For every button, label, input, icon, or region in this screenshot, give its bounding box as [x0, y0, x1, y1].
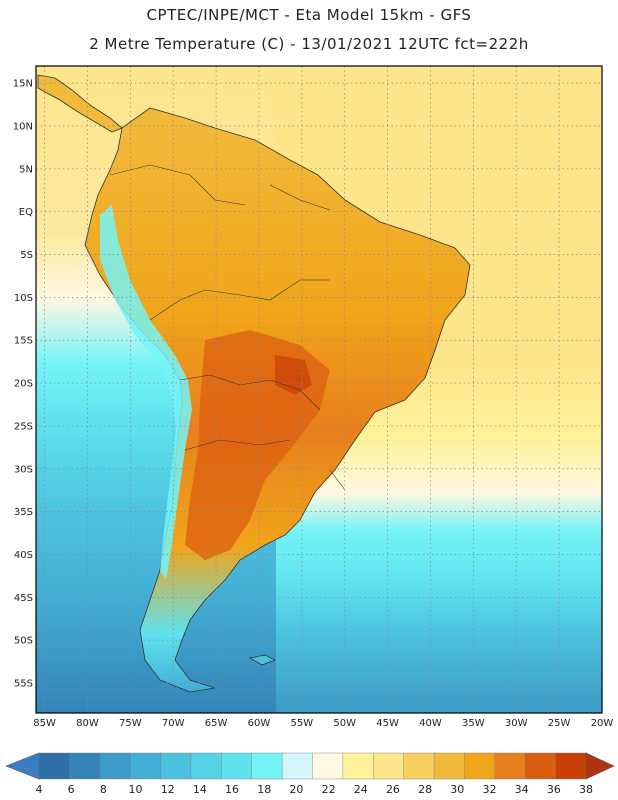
colorbar-label: 20 — [289, 783, 303, 796]
lat-label: 35S — [14, 507, 33, 518]
colorbar-segment — [342, 752, 374, 780]
lon-label: 75W — [119, 718, 142, 729]
lat-label: 20S — [14, 379, 33, 390]
colorbar-segment — [99, 752, 131, 780]
central-america — [37, 74, 123, 133]
lat-label: 30S — [14, 464, 33, 475]
colorbar-label: 22 — [322, 783, 336, 796]
colorbar-segment — [281, 752, 314, 780]
lon-label: 55W — [291, 718, 314, 729]
colorbar-label: 30 — [450, 783, 464, 796]
colorbar-segment — [251, 752, 283, 780]
colorbar-segment — [129, 752, 162, 780]
temperature-colorbar: 4 6 8 10 12 14 16 18 20 22 24 26 28 30 32 34 36 38 — [5, 752, 615, 796]
lat-label: 55S — [14, 679, 33, 690]
lat-label: 40S — [14, 550, 33, 561]
lat-label: 10N — [13, 121, 33, 132]
colorbar-under-arrow — [5, 752, 40, 780]
colorbar-segment — [403, 752, 435, 780]
map-title-line1: CPTEC/INPE/MCT - Eta Model 15km - GFS — [146, 6, 472, 24]
latitude-labels: 15N 10N 5N EQ 5S 10S 15S 20S 25S 30S 35S 40S 45S 50S 5… — [13, 79, 33, 690]
longitude-labels: 85W 80W 75W 70W 65W 60W 55W 50W 45W 40W 35W 30W 25W 2… — [33, 718, 613, 729]
lon-label: 65W — [205, 718, 228, 729]
colorbar-label: 26 — [386, 783, 400, 796]
lat-label: 25S — [14, 421, 33, 432]
colorbar-label: 36 — [547, 783, 561, 796]
andes-cold — [100, 205, 192, 580]
colorbar-segment — [494, 752, 526, 780]
lat-label: 15N — [13, 79, 33, 90]
falkland-islands — [248, 654, 276, 666]
colorbar-label: 38 — [579, 783, 593, 796]
lat-label: 10S — [14, 293, 33, 304]
lat-label: 5N — [19, 164, 33, 175]
colorbar-label: 28 — [418, 783, 432, 796]
colorbar-segment — [312, 752, 344, 780]
lon-label: 45W — [376, 718, 399, 729]
map-frame — [35, 65, 603, 714]
colorbar-segment — [69, 752, 101, 780]
colorbar-segment — [373, 752, 405, 780]
colorbar-over-arrow — [585, 752, 615, 780]
colorbar-segment — [38, 752, 71, 780]
lat-label: 45S — [14, 593, 33, 604]
lon-label: 40W — [419, 718, 442, 729]
country-borders — [109, 164, 346, 491]
lon-label: 80W — [76, 718, 99, 729]
colorbar-segment — [221, 752, 253, 780]
lon-label: 35W — [462, 718, 485, 729]
colorbar-label: 24 — [354, 783, 368, 796]
colorbar-label: 16 — [225, 783, 239, 796]
colorbar-label: 32 — [482, 783, 496, 796]
lon-label: 60W — [248, 718, 271, 729]
colorbar-label: 14 — [193, 783, 207, 796]
lon-label: 20W — [591, 718, 614, 729]
map-plot-area — [35, 65, 603, 714]
colorbar-label: 12 — [161, 783, 175, 796]
colorbar-label: 18 — [257, 783, 271, 796]
colorbar-label: 8 — [100, 783, 107, 796]
lon-label: 50W — [333, 718, 356, 729]
colorbar-segment — [433, 752, 466, 780]
lat-label: 15S — [14, 336, 33, 347]
lon-label: 85W — [33, 718, 56, 729]
lon-label: 30W — [505, 718, 528, 729]
lon-label: 25W — [548, 718, 571, 729]
colorbar-segment — [190, 752, 223, 780]
colorbar-segment — [525, 752, 557, 780]
lat-label: 5S — [20, 250, 33, 261]
colorbar-segment — [160, 752, 192, 780]
colorbar-segment — [555, 752, 587, 780]
lat-label: 50S — [14, 636, 33, 647]
colorbar-label: 34 — [515, 783, 529, 796]
lon-label: 70W — [162, 718, 185, 729]
colorbar-segment — [464, 752, 496, 780]
map-title-line2: 2 Metre Temperature (C) - 13/01/2021 12U… — [89, 35, 529, 53]
lat-label: EQ — [19, 207, 33, 218]
colorbar-label: 4 — [36, 783, 43, 796]
colorbar-label: 10 — [129, 783, 143, 796]
colorbar-label: 6 — [68, 783, 75, 796]
